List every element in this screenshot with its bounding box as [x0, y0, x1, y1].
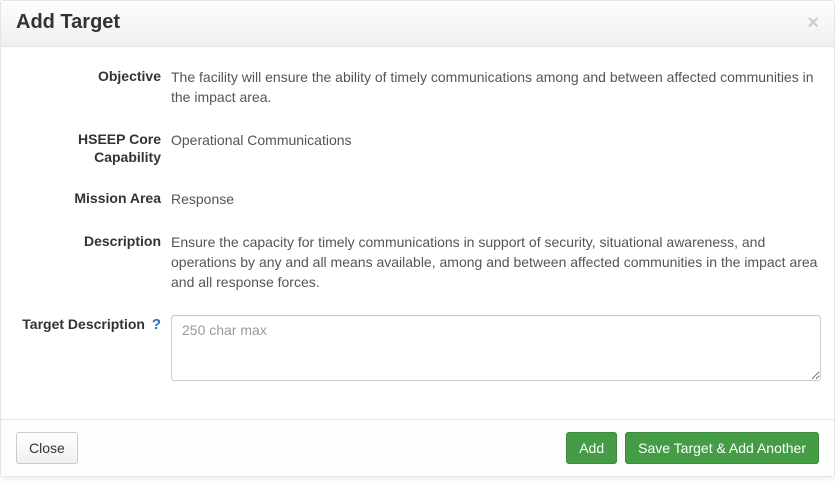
row-target-description: Target Description ? [16, 315, 819, 386]
label-hseep: HSEEP Core Capability [16, 130, 171, 168]
value-hseep: Operational Communications [171, 130, 819, 150]
row-description: Description Ensure the capacity for time… [16, 232, 819, 293]
value-objective: The facility will ensure the ability of … [171, 67, 819, 108]
save-add-another-button[interactable]: Save Target & Add Another [625, 432, 819, 464]
modal-body: Objective The facility will ensure the a… [1, 47, 834, 419]
row-mission-area: Mission Area Response [16, 189, 819, 209]
label-objective: Objective [16, 67, 171, 86]
modal-header: Add Target × [1, 1, 834, 47]
close-button[interactable]: Close [16, 432, 78, 464]
row-hseep: HSEEP Core Capability Operational Commun… [16, 130, 819, 168]
label-target-description: Target Description ? [16, 315, 171, 335]
label-description: Description [16, 232, 171, 251]
label-target-description-text: Target Description [22, 316, 145, 332]
modal-footer: Close Add Save Target & Add Another [1, 419, 834, 476]
value-mission-area: Response [171, 189, 819, 209]
value-description: Ensure the capacity for timely communica… [171, 232, 819, 293]
footer-right: Add Save Target & Add Another [566, 432, 819, 464]
add-target-modal: Add Target × Objective The facility will… [0, 0, 835, 477]
modal-title: Add Target [16, 11, 120, 34]
label-mission-area: Mission Area [16, 189, 171, 208]
target-description-input[interactable] [171, 315, 821, 381]
help-icon[interactable]: ? [152, 315, 161, 335]
row-objective: Objective The facility will ensure the a… [16, 67, 819, 108]
add-button[interactable]: Add [566, 432, 617, 464]
value-target-description-wrap [171, 315, 821, 386]
footer-left: Close [16, 432, 78, 464]
close-icon[interactable]: × [807, 13, 819, 33]
